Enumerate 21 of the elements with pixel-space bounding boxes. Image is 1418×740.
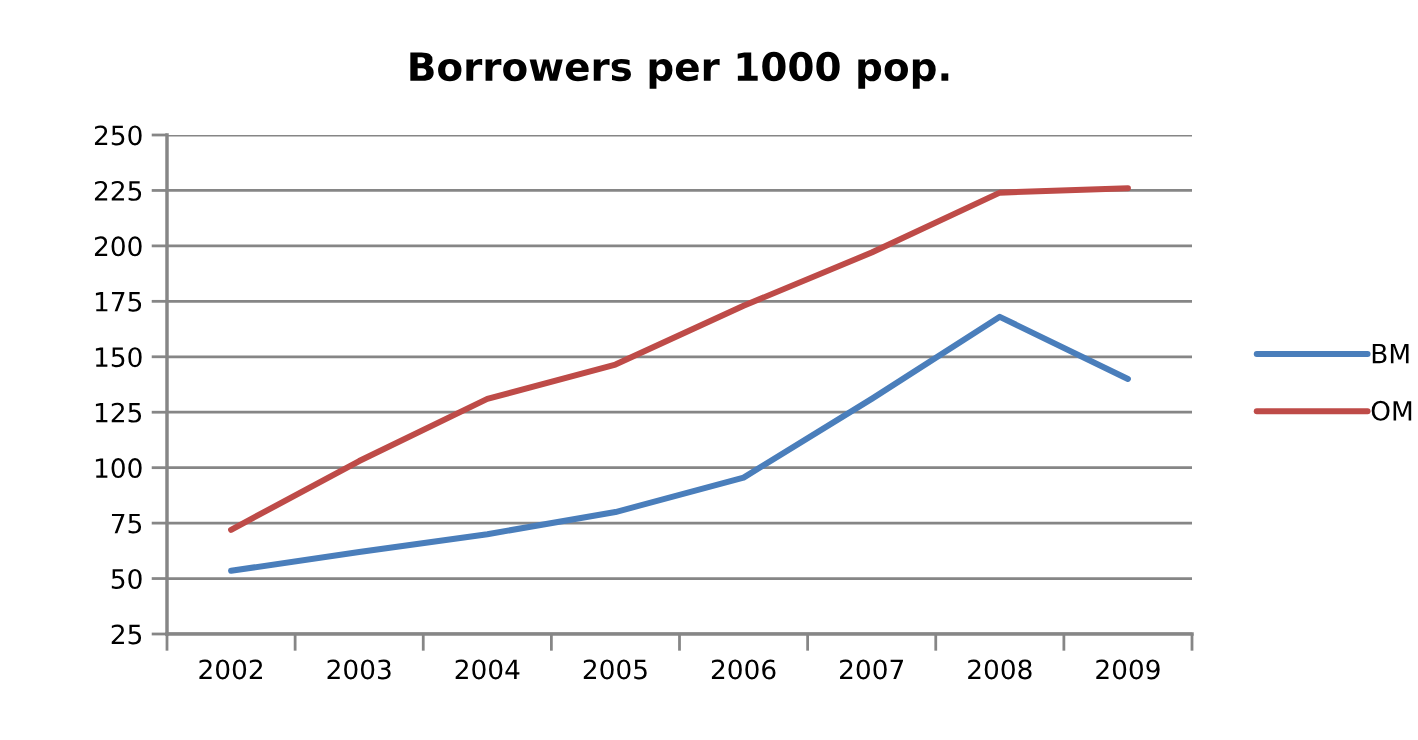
y-tick-label: 125: [95, 402, 142, 423]
x-tick-label: 2005: [583, 659, 647, 680]
x-tick-label: 2004: [455, 659, 520, 680]
y-tick-label: 250: [94, 125, 142, 146]
legend-label: OM: [1371, 400, 1412, 421]
x-tick-label: 2008: [968, 659, 1032, 680]
y-tick-label: 25: [111, 624, 142, 645]
x-tick-label: 2002: [199, 659, 262, 680]
x-tick-label: 2003: [327, 659, 391, 680]
y-tick-label: 100: [95, 458, 142, 479]
x-tick-label: 2006: [711, 659, 776, 680]
y-tick-label: 50: [111, 569, 142, 589]
chart-title: Borrowers per 1000 pop.: [410, 51, 949, 89]
y-tick-label: 75: [111, 513, 142, 534]
y-tick-label: 225: [94, 180, 142, 201]
x-tick-label: 2007: [840, 659, 904, 680]
legend-label: BM: [1372, 343, 1409, 364]
y-tick-label: 200: [94, 236, 142, 257]
y-tick-label: 175: [95, 292, 142, 312]
y-tick-label: 150: [95, 347, 142, 368]
x-tick-label: 2009: [1096, 659, 1160, 680]
